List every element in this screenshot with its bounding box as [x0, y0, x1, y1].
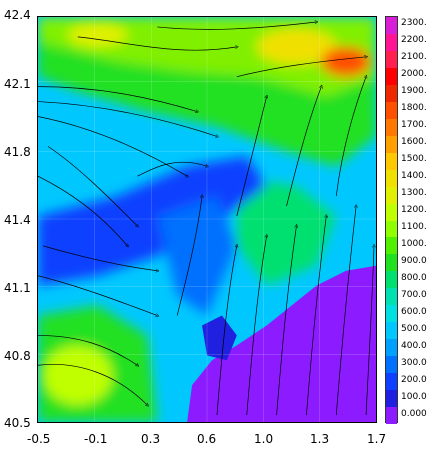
colorbar-label: 1400. — [401, 171, 427, 182]
y-tick-label: 41.1 — [4, 281, 31, 295]
colorbar-segment — [386, 220, 397, 238]
x-tick-label: 1.7 — [367, 432, 387, 446]
colorbar-label: 200.0 — [401, 374, 427, 385]
y-tick-label: 41.4 — [4, 213, 31, 227]
colorbar-label: 1200. — [401, 205, 427, 216]
colorbar-segment — [386, 169, 397, 188]
colorbar-segment — [386, 101, 397, 120]
colorbar-segment — [386, 373, 397, 391]
colorbar-label: 1100. — [401, 221, 427, 232]
colorbar-label: 2000. — [401, 69, 427, 80]
map-plot-area — [37, 16, 377, 423]
colorbar-segment — [386, 271, 397, 289]
delta — [202, 315, 237, 361]
colorbar-segment — [386, 84, 397, 103]
colorbar-segment — [386, 50, 397, 69]
colorbar-label: 1500. — [401, 154, 427, 165]
colorbar-segment — [386, 356, 397, 374]
colorbar-label: 100.0 — [401, 391, 427, 402]
colorbar-segment — [386, 152, 397, 171]
colorbar-segment — [386, 288, 397, 306]
y-tick-label: 40.8 — [4, 349, 31, 363]
peak-3 — [67, 22, 128, 47]
colorbar-segment — [386, 135, 397, 154]
x-tick-label: 1.0 — [254, 432, 274, 446]
colorbar-segment — [386, 186, 397, 205]
colorbar-label: 2100. — [401, 52, 427, 63]
colorbar-label: 1900. — [401, 86, 427, 97]
colorbar-label: 400.0 — [401, 340, 427, 351]
valley-lowland — [157, 196, 237, 316]
colorbar-segment — [386, 203, 397, 221]
colorbar-label: 300.0 — [401, 357, 427, 368]
colorbar-label: 700.0 — [401, 289, 427, 300]
colorbar-segment — [386, 33, 397, 52]
y-tick-label: 42.4 — [4, 8, 31, 22]
x-tick-label: 0.3 — [141, 432, 161, 446]
peak-2 — [321, 46, 372, 77]
colorbar-label: 0.000 — [401, 408, 427, 419]
colorbar-segment — [386, 407, 397, 425]
colorbar-label: 1600. — [401, 137, 427, 148]
ebro-valley — [38, 156, 267, 286]
peak-1 — [256, 28, 337, 65]
sea — [187, 265, 376, 422]
colorbar-segment — [386, 322, 397, 340]
colorbar-label: 2200. — [401, 35, 427, 46]
colorbar-label: 500.0 — [401, 323, 427, 334]
colorbar-label: 1800. — [401, 103, 427, 114]
colorbar-segment — [386, 390, 397, 408]
colorbar-label: 800.0 — [401, 272, 427, 283]
colorbar-segment — [386, 305, 397, 323]
y-tick-label: 40.5 — [4, 416, 31, 430]
southwest-high — [42, 345, 113, 406]
colorbar-segment — [386, 237, 397, 255]
colorbar-segment — [386, 17, 397, 35]
colorbar-segment — [386, 118, 397, 137]
colorbar-label: 1000. — [401, 238, 427, 249]
wind-streamlines — [38, 22, 374, 416]
colorbar-label: 1700. — [401, 120, 427, 131]
terrain-map — [38, 17, 376, 422]
colorbar-segment — [386, 67, 397, 86]
colorbar-label: 600.0 — [401, 306, 427, 317]
x-tick-label: 0.6 — [197, 432, 217, 446]
y-tick-label: 41.8 — [4, 145, 31, 159]
y-tick-label: 42.1 — [4, 77, 31, 91]
x-tick-label: -0.5 — [27, 432, 51, 446]
x-tick-label: 1.3 — [310, 432, 330, 446]
colorbar-label: 1300. — [401, 188, 427, 199]
colorbar-segment — [386, 339, 397, 357]
colorbar-label: 900.0 — [401, 255, 427, 266]
x-tick-label: -0.1 — [84, 432, 108, 446]
colorbar-segment — [386, 254, 397, 272]
elevation-colorbar — [385, 16, 398, 425]
colorbar-label: 2300. — [401, 18, 427, 29]
coastal-range — [236, 176, 337, 286]
